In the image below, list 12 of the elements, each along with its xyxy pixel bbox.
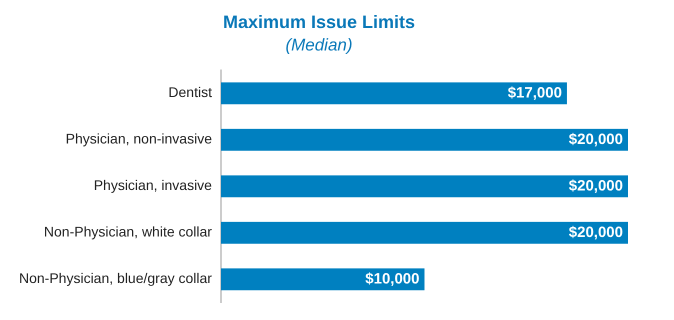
chart-title: Maximum Issue Limits xyxy=(222,12,416,32)
y-tick-label: Non-Physician, blue/gray collar xyxy=(18,270,212,286)
data-label: $20,000 xyxy=(568,130,623,148)
data-label: $10,000 xyxy=(365,270,420,288)
data-label: $17,000 xyxy=(508,84,562,102)
y-tick-label: Dentist xyxy=(168,84,212,100)
y-tick-label: Physician, invasive xyxy=(94,177,212,194)
chart-subtitle: (Median) xyxy=(285,36,353,55)
data-label: $20,000 xyxy=(568,224,623,241)
y-tick-label: Non-Physician, white collar xyxy=(44,224,212,240)
y-tick-label: Physician, non-invasive xyxy=(66,130,212,147)
data-label: $20,000 xyxy=(568,177,623,194)
